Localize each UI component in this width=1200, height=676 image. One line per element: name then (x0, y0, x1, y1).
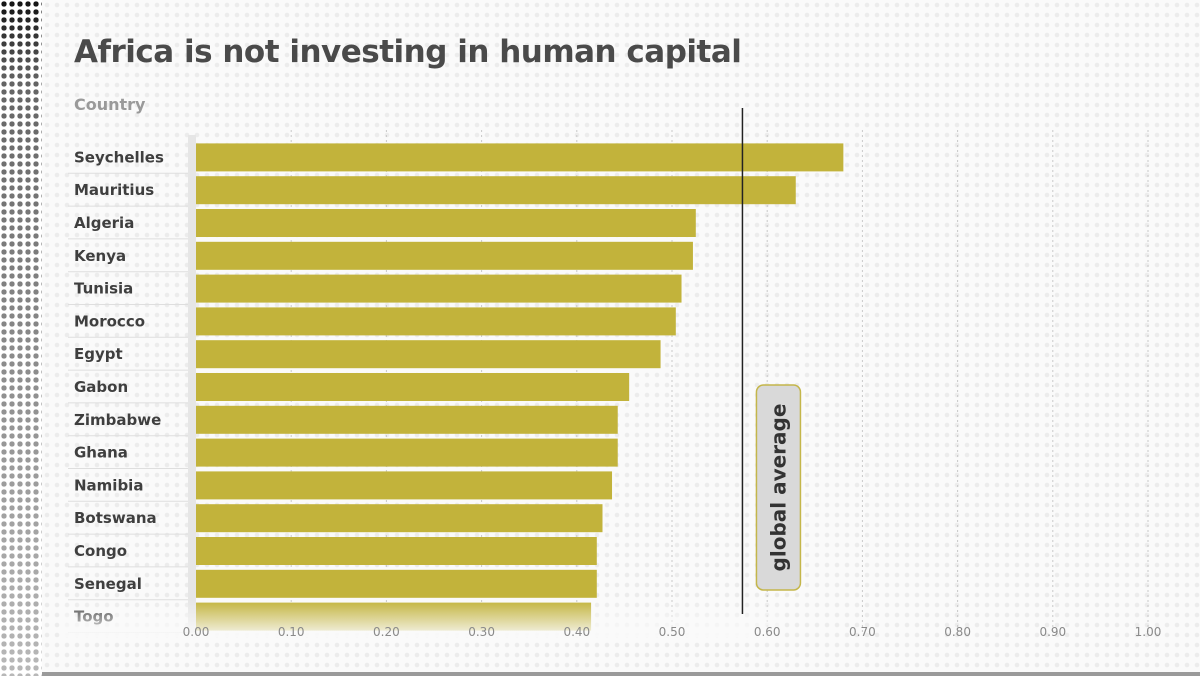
bar (196, 209, 696, 237)
global-average-label: global average (766, 404, 790, 572)
x-tick-label: 0.60 (754, 625, 781, 639)
bar (196, 438, 618, 467)
y-axis-spine (188, 135, 196, 633)
dot-pattern-strip (0, 0, 42, 676)
x-tick-label: 0.80 (944, 625, 971, 639)
category-label: Ghana (74, 444, 128, 462)
column-header: Country (74, 95, 146, 114)
category-label: Kenya (74, 247, 126, 265)
x-tick-label: 0.70 (849, 625, 876, 639)
bar (196, 405, 618, 434)
scroll-fade (60, 600, 780, 637)
x-tick-label: 0.00 (183, 625, 210, 639)
chart-title: Africa is not investing in human capital (74, 34, 742, 70)
bar (196, 307, 676, 336)
category-label: Congo (74, 542, 127, 560)
bar (196, 274, 682, 303)
bar (196, 340, 661, 369)
x-tick-label: 0.30 (468, 625, 495, 639)
category-label: Seychelles (74, 148, 164, 166)
bar (196, 569, 597, 598)
x-tick-label: 0.10 (278, 625, 305, 639)
category-label: Senegal (74, 575, 142, 593)
x-tick-label: 1.00 (1135, 625, 1162, 639)
x-tick-label: 0.20 (373, 625, 400, 639)
category-label: Namibia (74, 476, 143, 494)
x-tick-label: 0.90 (1039, 625, 1066, 639)
category-label: Morocco (74, 312, 145, 330)
bar (196, 537, 597, 565)
bar (196, 471, 613, 500)
bar (196, 504, 603, 533)
category-label: Mauritius (74, 181, 154, 199)
bar (196, 143, 844, 172)
category-label: Zimbabwe (74, 411, 161, 429)
x-tick-label: 0.50 (659, 625, 686, 639)
x-tick-label: 0.40 (563, 625, 590, 639)
bar (196, 241, 693, 270)
category-label: Algeria (74, 214, 134, 232)
bottom-divider (42, 672, 1200, 676)
bar (196, 176, 796, 205)
bar (196, 373, 630, 401)
category-label: Botswana (74, 509, 157, 527)
category-label: Tunisia (74, 280, 133, 298)
global-average-badge (755, 384, 802, 591)
category-label: Gabon (74, 378, 128, 396)
category-label: Egypt (74, 345, 123, 363)
